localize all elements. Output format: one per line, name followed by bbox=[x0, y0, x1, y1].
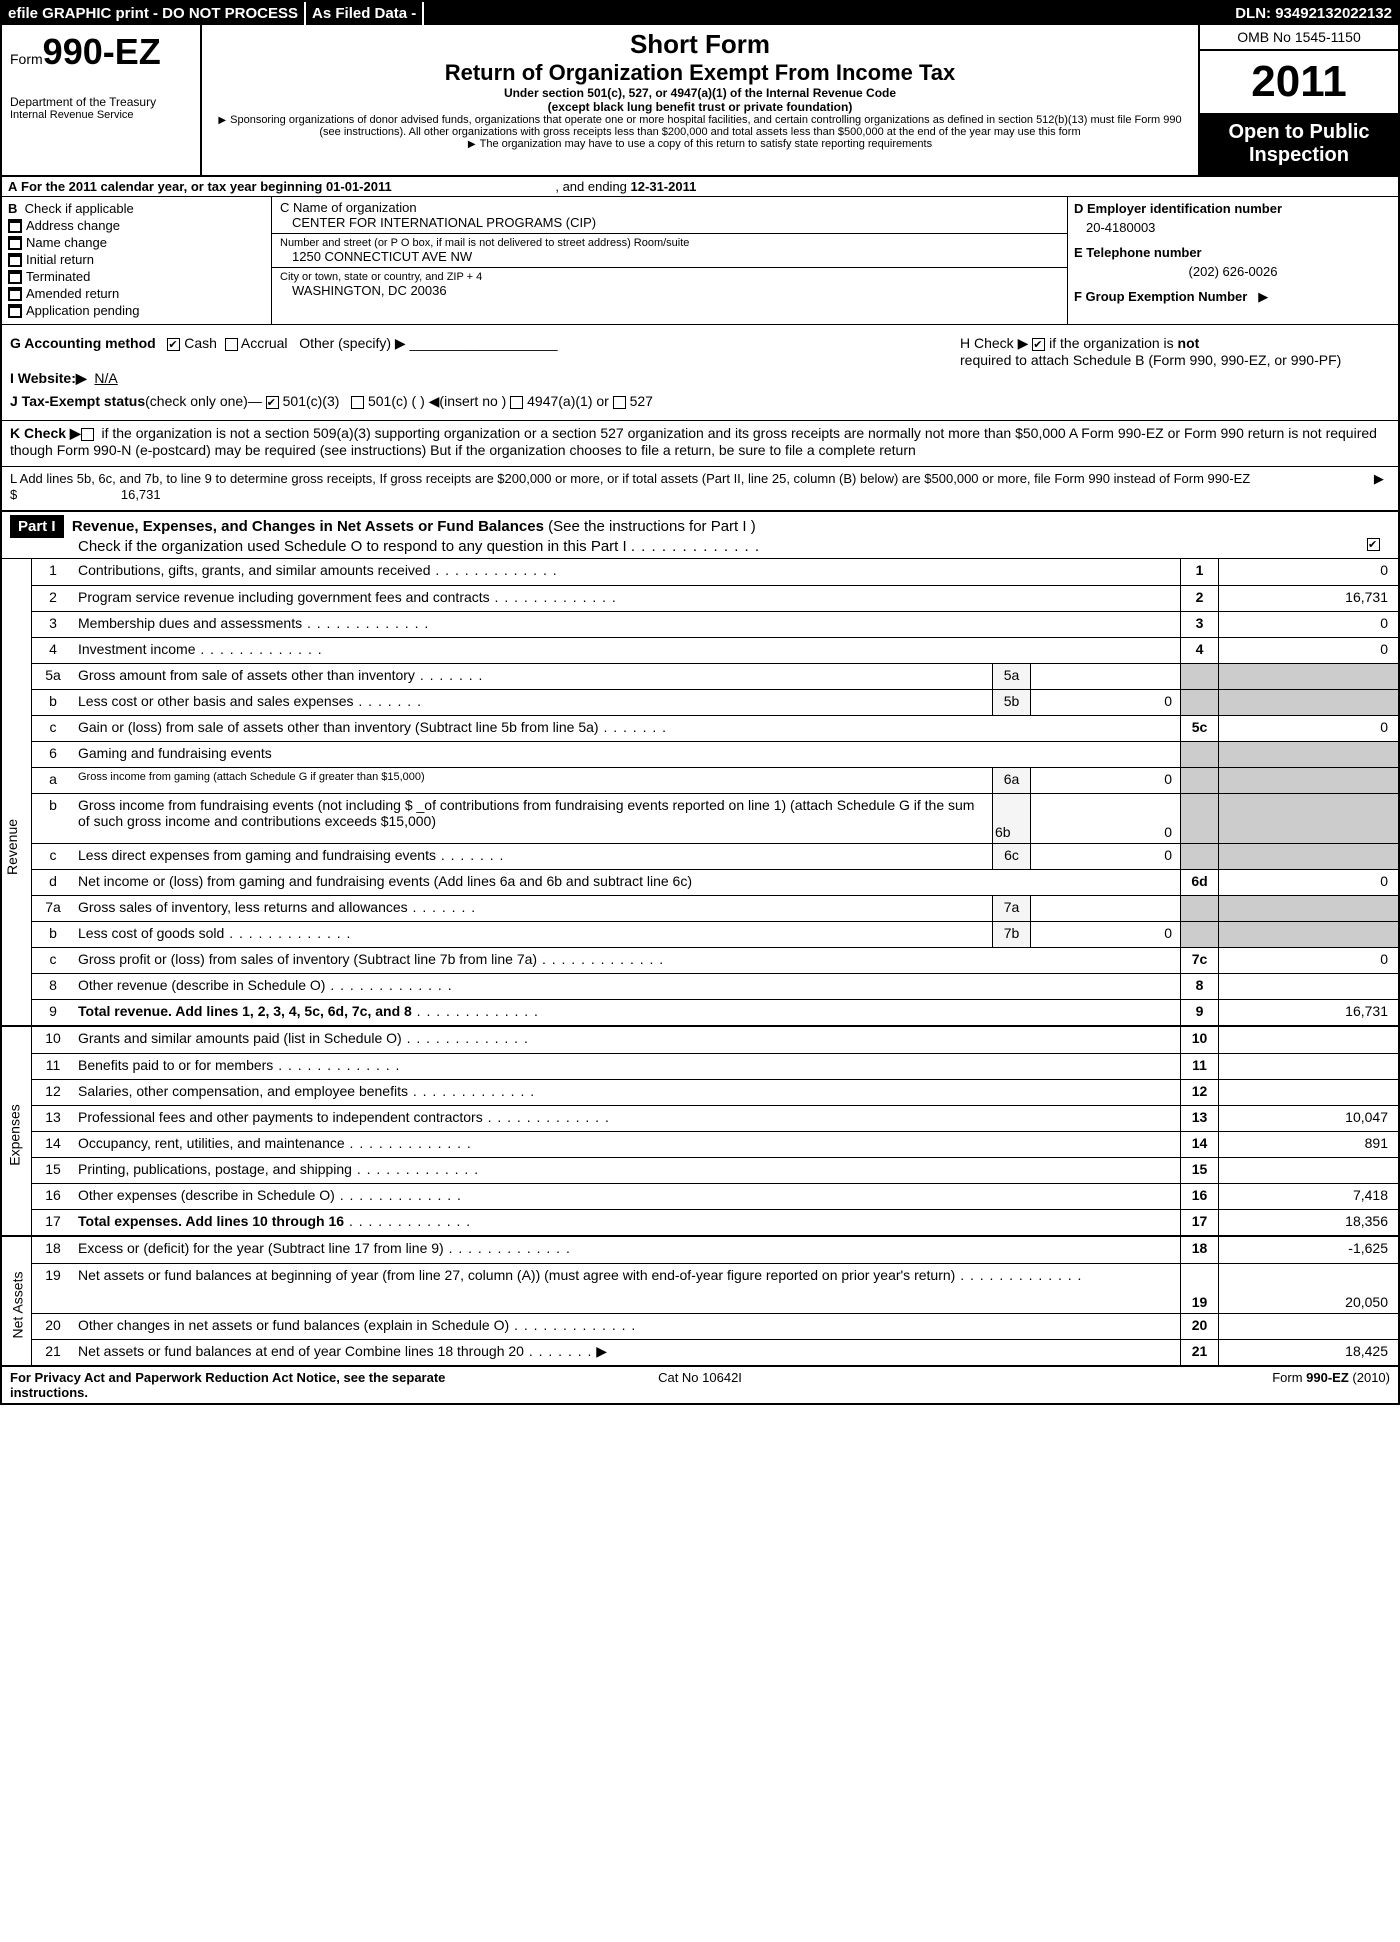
subtitle-2: (except black lung benefit trust or priv… bbox=[212, 100, 1188, 114]
checkbox-h[interactable] bbox=[1032, 338, 1045, 351]
i-website: I Website:▶ N/A bbox=[10, 370, 930, 387]
checkbox-name-change[interactable] bbox=[8, 236, 22, 250]
city-label: City or town, state or country, and ZIP … bbox=[280, 271, 1059, 283]
checkbox-initial-return[interactable] bbox=[8, 253, 22, 267]
footer-left: For Privacy Act and Paperwork Reduction … bbox=[10, 1370, 470, 1400]
checkbox-501c[interactable] bbox=[351, 396, 364, 409]
checkbox-schedule-o[interactable] bbox=[1367, 538, 1380, 551]
irs-label: Internal Revenue Service bbox=[10, 109, 192, 121]
tel-label: E Telephone number bbox=[1074, 245, 1202, 260]
org-name: CENTER FOR INTERNATIONAL PROGRAMS (CIP) bbox=[292, 215, 1059, 230]
main-title: Return of Organization Exempt From Incom… bbox=[212, 60, 1188, 86]
footer: For Privacy Act and Paperwork Reduction … bbox=[2, 1365, 1398, 1403]
short-form-title: Short Form bbox=[212, 29, 1188, 60]
ein-value: 20-4180003 bbox=[1086, 220, 1392, 235]
footer-mid: Cat No 10642I bbox=[470, 1370, 930, 1400]
city: WASHINGTON, DC 20036 bbox=[292, 283, 1059, 298]
identity-row: B Check if applicable Address change Nam… bbox=[2, 197, 1398, 325]
part-i-header: Part I Revenue, Expenses, and Changes in… bbox=[2, 510, 1398, 558]
netassets-section: Net Assets 18Excess or (deficit) for the… bbox=[2, 1235, 1398, 1365]
checkbox-cash[interactable] bbox=[167, 338, 180, 351]
expenses-label: Expenses bbox=[7, 1104, 23, 1165]
col-d-ein: D Employer identification number 20-4180… bbox=[1068, 197, 1398, 324]
checkbox-terminated[interactable] bbox=[8, 270, 22, 284]
revenue-section: Revenue 1Contributions, gifts, grants, a… bbox=[2, 558, 1398, 1025]
part-i-label: Part I bbox=[10, 515, 64, 538]
k-block: K Check ▶ if the organization is not a s… bbox=[2, 420, 1398, 466]
dept-treasury: Department of the Treasury bbox=[10, 95, 192, 109]
group-exemption-label: F Group Exemption Number bbox=[1074, 289, 1247, 304]
topbar-spacer bbox=[424, 2, 1229, 25]
header-note-1: Sponsoring organizations of donor advise… bbox=[212, 114, 1188, 138]
title-box: Short Form Return of Organization Exempt… bbox=[202, 25, 1198, 175]
dln: DLN: 93492132022132 bbox=[1229, 2, 1398, 25]
checkbox-application-pending[interactable] bbox=[8, 304, 22, 318]
omb-no: OMB No 1545-1150 bbox=[1200, 25, 1398, 51]
tax-year: 2011 bbox=[1200, 51, 1398, 113]
subtitle-1: Under section 501(c), 527, or 4947(a)(1)… bbox=[212, 86, 1188, 100]
section-g-h: G Accounting method Cash Accrual Other (… bbox=[2, 325, 1398, 420]
netassets-label: Net Assets bbox=[9, 1272, 25, 1339]
open-public: Open to Public Inspection bbox=[1200, 113, 1398, 175]
header-note-2: The organization may have to use a copy … bbox=[212, 138, 1188, 150]
revenue-label: Revenue bbox=[4, 819, 20, 875]
efile-label: efile GRAPHIC print - DO NOT PROCESS bbox=[2, 2, 304, 25]
line-a: A For the 2011 calendar year, or tax yea… bbox=[2, 177, 1398, 197]
h-check: H Check ▶ if the organization is not req… bbox=[960, 335, 1390, 410]
l-block: L Add lines 5b, 6c, and 7b, to line 9 to… bbox=[2, 466, 1398, 510]
checkbox-accrual[interactable] bbox=[225, 338, 238, 351]
checkbox-k[interactable] bbox=[81, 428, 94, 441]
form-container: efile GRAPHIC print - DO NOT PROCESS As … bbox=[0, 0, 1400, 1405]
year-box: OMB No 1545-1150 2011 Open to Public Ins… bbox=[1198, 25, 1398, 175]
col-b-checks: B Check if applicable Address change Nam… bbox=[2, 197, 272, 324]
footer-right: Form 990-EZ (2010) bbox=[930, 1370, 1390, 1400]
top-bar: efile GRAPHIC print - DO NOT PROCESS As … bbox=[2, 2, 1398, 25]
checkbox-527[interactable] bbox=[613, 396, 626, 409]
ein-label: D Employer identification number bbox=[1074, 201, 1282, 216]
street: 1250 CONNECTICUT AVE NW bbox=[292, 249, 1059, 264]
form-number-box: Form990-EZ Department of the Treasury In… bbox=[2, 25, 202, 175]
expenses-section: Expenses 10Grants and similar amounts pa… bbox=[2, 1025, 1398, 1235]
g-accounting: G Accounting method Cash Accrual Other (… bbox=[10, 335, 930, 352]
asfiled-label: As Filed Data - bbox=[304, 2, 424, 25]
street-label: Number and street (or P O box, if mail i… bbox=[280, 237, 1059, 249]
col-c-org: C Name of organization CENTER FOR INTERN… bbox=[272, 197, 1068, 324]
checkbox-address-change[interactable] bbox=[8, 219, 22, 233]
checkbox-amended-return[interactable] bbox=[8, 287, 22, 301]
header-row: Form990-EZ Department of the Treasury In… bbox=[2, 25, 1398, 177]
j-tax-exempt: J Tax-Exempt status(check only one)— 501… bbox=[10, 393, 930, 410]
checkbox-501c3[interactable] bbox=[266, 396, 279, 409]
c-name-label: C Name of organization bbox=[280, 200, 1059, 215]
checkbox-4947[interactable] bbox=[510, 396, 523, 409]
tel-value: (202) 626-0026 bbox=[1074, 264, 1392, 279]
